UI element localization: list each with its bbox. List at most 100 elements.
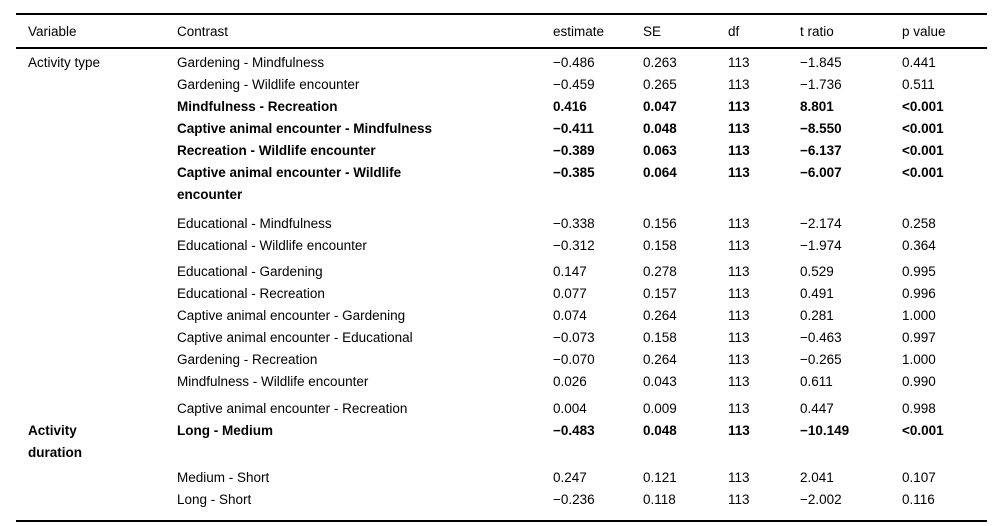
df-cell: 113 [728,216,750,231]
variable-cell [16,206,177,235]
table-head: Variable Contrast estimate SE df t ratio p val… [16,14,987,48]
p_value-cell: <0.001 [902,143,944,158]
p_value-cell: <0.001 [902,121,944,136]
contrast-cell: Captive animal encounter - Recreation [177,401,408,416]
se-cell: 0.263 [643,55,677,70]
variable-cell [16,371,177,393]
se-cell: 0.158 [643,330,677,345]
df-cell: 113 [728,55,750,70]
estimate-cell: −0.236 [553,492,595,507]
t_ratio-cell: −8.550 [800,121,842,136]
variable-cell [16,96,177,118]
column-header-contrast: Contrast [177,23,229,39]
df-cell: 113 [728,99,750,114]
p_value-cell: 1.000 [902,352,936,367]
df-cell: 113 [728,401,750,416]
table-row: Long - Short −0.236 0.118 113 −2.002 0.116 [16,489,987,521]
contrast-cell: Mindfulness - Wildlife encounter [177,374,369,389]
p_value-cell: 1.000 [902,308,936,323]
variable-cell [16,393,177,420]
estimate-cell: 0.416 [553,99,587,114]
contrast-cell: Educational - Gardening [177,264,323,279]
t_ratio-cell: −1.736 [800,77,842,92]
contrast-cell: Long - Short [177,492,252,507]
df-cell: 113 [728,330,750,345]
df-cell: 113 [728,165,750,180]
column-header-se: SE [643,23,662,39]
table-row: Gardening - Recreation −0.070 0.264 113 −0.2… [16,349,987,371]
variable-cell [16,489,177,521]
estimate-cell: −0.338 [553,216,595,231]
t_ratio-cell: 0.611 [800,374,833,389]
estimate-cell: 0.247 [553,470,587,485]
variable-cell [16,257,177,283]
column-header-t_ratio: t ratio [800,23,834,39]
p_value-cell: 0.998 [902,401,936,416]
t_ratio-cell: −0.265 [800,352,842,367]
p_value-cell: 0.258 [902,216,936,231]
estimate-cell: −0.459 [553,77,595,92]
t_ratio-cell: −1.974 [800,238,842,253]
table-row: Educational - Gardening 0.147 0.278 113 0.52… [16,257,987,283]
estimate-cell: 0.074 [553,308,587,323]
variable-cell [16,118,177,140]
df-cell: 113 [728,264,750,279]
table-row: Captive animal encounter - Mindfulness −0… [16,118,987,140]
table-row: Activity type Gardening - Mindfulness −0.4… [16,48,987,74]
table-header-row: Variable Contrast estimate SE df t ratio p val… [16,14,987,48]
p_value-cell: <0.001 [902,99,944,114]
column-header-df: df [728,23,740,39]
estimate-cell: −0.070 [553,352,595,367]
table-row: Recreation - Wildlife encounter −0.389 0.0… [16,140,987,162]
table-row: Medium - Short 0.247 0.121 113 2.041 0.107 [16,464,987,489]
contrast-cell: Recreation - Wildlife encounter [177,143,376,158]
p_value-cell: 0.996 [902,286,936,301]
variable-cell: Activity type [28,55,101,70]
se-cell: 0.278 [643,264,677,279]
results-table: Variable Contrast estimate SE df t ratio p val… [16,13,987,522]
variable-cell [16,305,177,327]
variable-cell [16,283,177,305]
t_ratio-cell: 0.491 [800,286,834,301]
df-cell: 113 [728,77,750,92]
se-cell: 0.043 [643,374,677,389]
se-cell: 0.048 [643,121,677,136]
estimate-cell: −0.312 [553,238,595,253]
df-cell: 113 [728,121,750,136]
table-body: Activity type Gardening - Mindfulness −0.4… [16,48,987,521]
variable-cell [16,235,177,257]
t_ratio-cell: 2.041 [800,470,834,485]
contrast-cell: Captive animal encounter - Wildlife enco… [177,165,402,202]
p_value-cell: 0.511 [902,77,935,92]
t_ratio-cell: 0.281 [800,308,834,323]
contrast-cell: Captive animal encounter - Mindfulness [177,121,433,136]
estimate-cell: −0.385 [553,165,595,180]
estimate-cell: −0.483 [553,423,595,438]
variable-cell [16,74,177,96]
df-cell: 113 [728,143,750,158]
df-cell: 113 [728,238,750,253]
p_value-cell: 0.990 [902,374,936,389]
variable-cell [16,327,177,349]
p_value-cell: 0.995 [902,264,936,279]
contrast-cell: Educational - Recreation [177,286,325,301]
contrast-cell: Captive animal encounter - Gardening [177,308,406,323]
df-cell: 113 [728,374,750,389]
contrast-cell: Long - Medium [177,423,273,438]
se-cell: 0.157 [643,286,677,301]
estimate-cell: 0.004 [553,401,587,416]
se-cell: 0.047 [643,99,677,114]
contrast-cell: Medium - Short [177,470,270,485]
t_ratio-cell: 0.529 [800,264,834,279]
variable-cell: Activity duration [28,423,82,460]
p_value-cell: <0.001 [902,165,944,180]
se-cell: 0.009 [643,401,677,416]
table-row: Mindfulness - Wildlife encounter 0.026 0.0… [16,371,987,393]
table-row: Gardening - Wildlife encounter −0.459 0.26… [16,74,987,96]
p_value-cell: 0.116 [902,492,935,507]
estimate-cell: 0.077 [553,286,587,301]
se-cell: 0.264 [643,308,677,323]
p_value-cell: 0.997 [902,330,936,345]
estimate-cell: −0.389 [553,143,595,158]
df-cell: 113 [728,308,750,323]
